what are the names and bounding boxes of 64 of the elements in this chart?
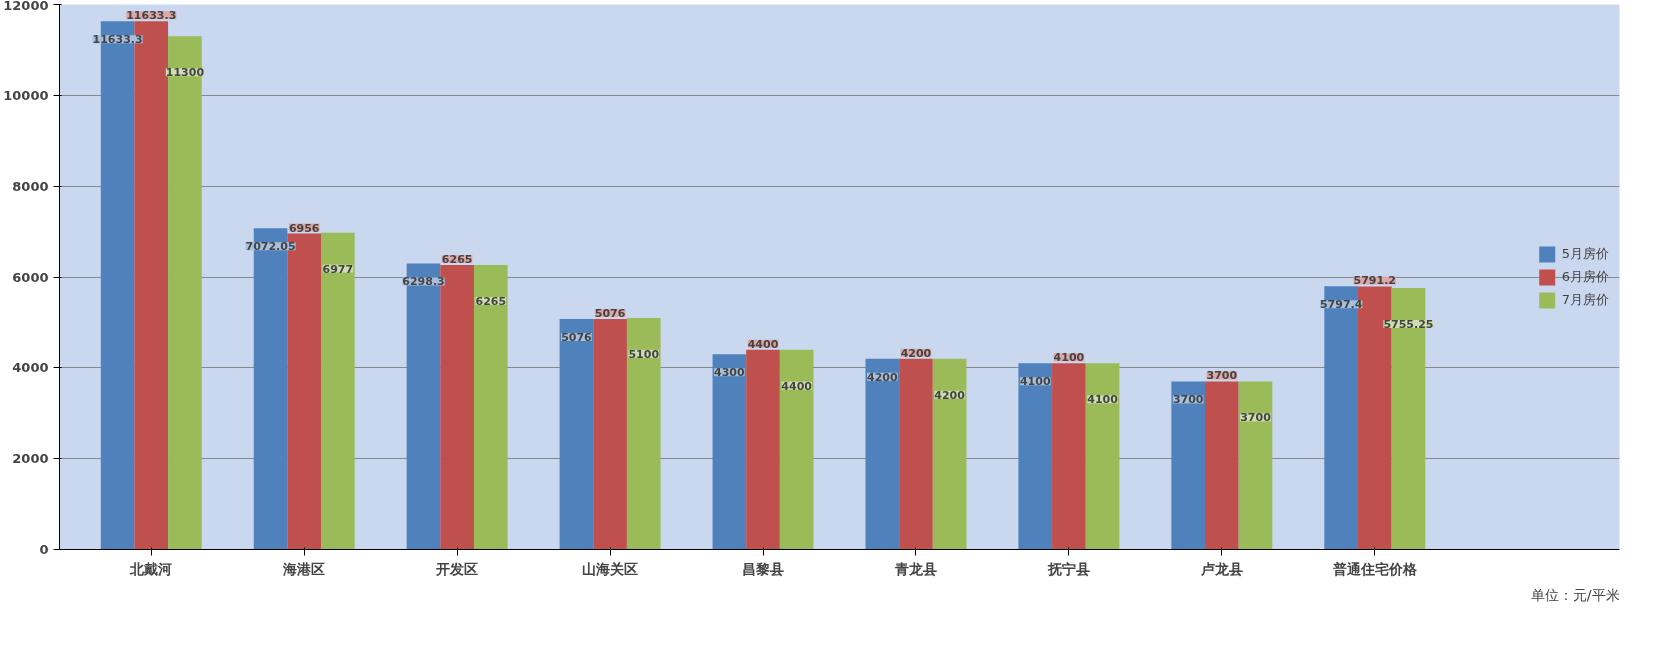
data-label: 5076 [594, 306, 626, 320]
bar [1085, 363, 1120, 550]
data-label: 4400 [747, 337, 779, 351]
x-tick-label: 普通住宅价格 [1331, 560, 1418, 577]
data-label: 5100 [628, 347, 660, 361]
bar [473, 264, 508, 550]
data-label: 6956 [288, 221, 320, 235]
bar [559, 318, 594, 550]
data-label: 4400 [781, 379, 813, 393]
legend-label: 7月房价 [1561, 290, 1609, 309]
x-tick-label: 昌黎县 [742, 560, 785, 577]
y-tick-label: 6000 [12, 269, 49, 285]
bar [626, 317, 661, 550]
y-tick-label: 8000 [12, 178, 49, 194]
text: 单位：元/平米 [1530, 586, 1620, 603]
data-label: 4200 [900, 346, 932, 360]
bar [899, 358, 933, 550]
x-tick-label: 抚宁县 [1046, 560, 1090, 577]
data-label: 3700 [1206, 369, 1238, 383]
x-tick-label: 青龙县 [893, 560, 937, 577]
data-label: 4100 [1053, 351, 1085, 365]
bar [593, 318, 627, 550]
data-label: 5791.2 [1353, 274, 1397, 288]
y-tick-label: 12000 [3, 0, 49, 13]
data-label: 6298.3 [402, 275, 445, 289]
y-tick-label: 10000 [3, 87, 49, 103]
bar [712, 354, 747, 550]
data-label: 3700 [1240, 411, 1272, 425]
bar [932, 358, 967, 550]
data-label: 4300 [714, 366, 746, 380]
data-label: 4200 [934, 388, 966, 402]
x-tick-label: 山海关区 [582, 560, 639, 577]
data-label: 6265 [475, 294, 507, 308]
y-tick-label: 2000 [12, 451, 49, 467]
data-label: 3700 [1172, 393, 1204, 407]
y-tick-label: 0 [39, 542, 49, 557]
bar [865, 358, 900, 550]
data-label: 4100 [1019, 375, 1051, 389]
data-label: 5755.25 [1383, 318, 1434, 332]
bar [1052, 363, 1086, 550]
bar [1018, 363, 1053, 550]
data-label: 11633.3 [92, 33, 143, 47]
x-tick-label: 开发区 [435, 560, 479, 577]
data-label: 6977 [322, 262, 354, 276]
x-tick-label: 卢龙县 [1199, 560, 1243, 577]
bar [168, 36, 202, 550]
data-label: 5797.4 [1319, 298, 1363, 312]
x-tick-label: 北戴河 [129, 560, 173, 577]
data-label: 4100 [1087, 393, 1119, 407]
data-label: 5076 [561, 330, 593, 344]
bar [321, 232, 355, 550]
data-label: 4200 [867, 370, 898, 384]
bar [1171, 381, 1206, 550]
data-label: 11300 [165, 66, 205, 80]
data-label: 6265 [441, 252, 473, 266]
data-label: 7072.05 [245, 240, 296, 254]
bar [746, 349, 780, 550]
bar [779, 349, 814, 550]
bar [1205, 381, 1239, 550]
legend-label: 5月房价 [1561, 244, 1609, 263]
x-tick-label: 海港区 [282, 560, 326, 577]
data-label: 11633.3 [126, 9, 177, 23]
bar [1238, 381, 1273, 550]
y-tick-label: 4000 [12, 360, 49, 376]
